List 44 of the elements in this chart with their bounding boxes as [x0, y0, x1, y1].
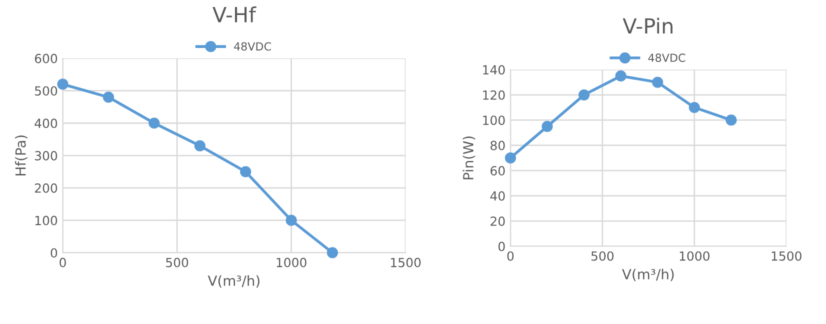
- y-tick-label: 120: [483, 90, 505, 100]
- point: [615, 70, 626, 82]
- point: [542, 120, 553, 132]
- point: [726, 114, 737, 126]
- y-tick-label: 0: [498, 242, 505, 252]
- x-tick-label: 0: [507, 251, 514, 261]
- x-tick-label: 0: [60, 258, 66, 268]
- point: [286, 214, 297, 226]
- y-tick-label: 80: [490, 140, 505, 150]
- chart-title: V-Hf: [212, 6, 256, 22]
- y-tick-label: 40: [490, 191, 505, 201]
- y-tick-label: 100: [35, 216, 58, 226]
- point: [688, 102, 700, 114]
- x-tick-label: 500: [591, 251, 614, 261]
- y-tick-label: 140: [483, 65, 505, 75]
- chart-title: V-Pin: [622, 18, 672, 34]
- point: [240, 166, 252, 178]
- point: [102, 92, 114, 103]
- y-tick-label: 400: [34, 118, 58, 128]
- y-tick-label: 300: [35, 150, 58, 160]
- legend-label: 48VDC: [648, 54, 686, 62]
- legend-label: 48VDC: [234, 42, 271, 51]
- x-tick-label: 500: [166, 258, 188, 268]
- y-axis-title: Pin(W): [462, 136, 476, 180]
- y-axis-title: Hf(Pa): [15, 136, 28, 176]
- point: [652, 76, 664, 88]
- y-tick-label: 500: [35, 86, 58, 96]
- y-tick-label: 100: [483, 116, 505, 126]
- y-tick-label: 20: [490, 216, 505, 226]
- y-tick-label: 60: [490, 166, 505, 176]
- point: [326, 247, 338, 258]
- point: [148, 118, 160, 129]
- x-axis-title: V(m³/h): [622, 268, 674, 282]
- x-tick-label: 1500: [772, 251, 802, 261]
- point: [504, 152, 516, 164]
- point: [578, 89, 590, 100]
- y-tick-label: 600: [34, 54, 58, 64]
- x-tick-label: 1500: [391, 258, 421, 268]
- x-tick-label: 1000: [276, 258, 306, 268]
- point: [194, 140, 206, 152]
- point: [57, 78, 68, 90]
- y-tick-label: 200: [34, 183, 58, 193]
- x-axis-title: V(m³/h): [208, 275, 260, 288]
- x-tick-label: 1000: [680, 251, 710, 261]
